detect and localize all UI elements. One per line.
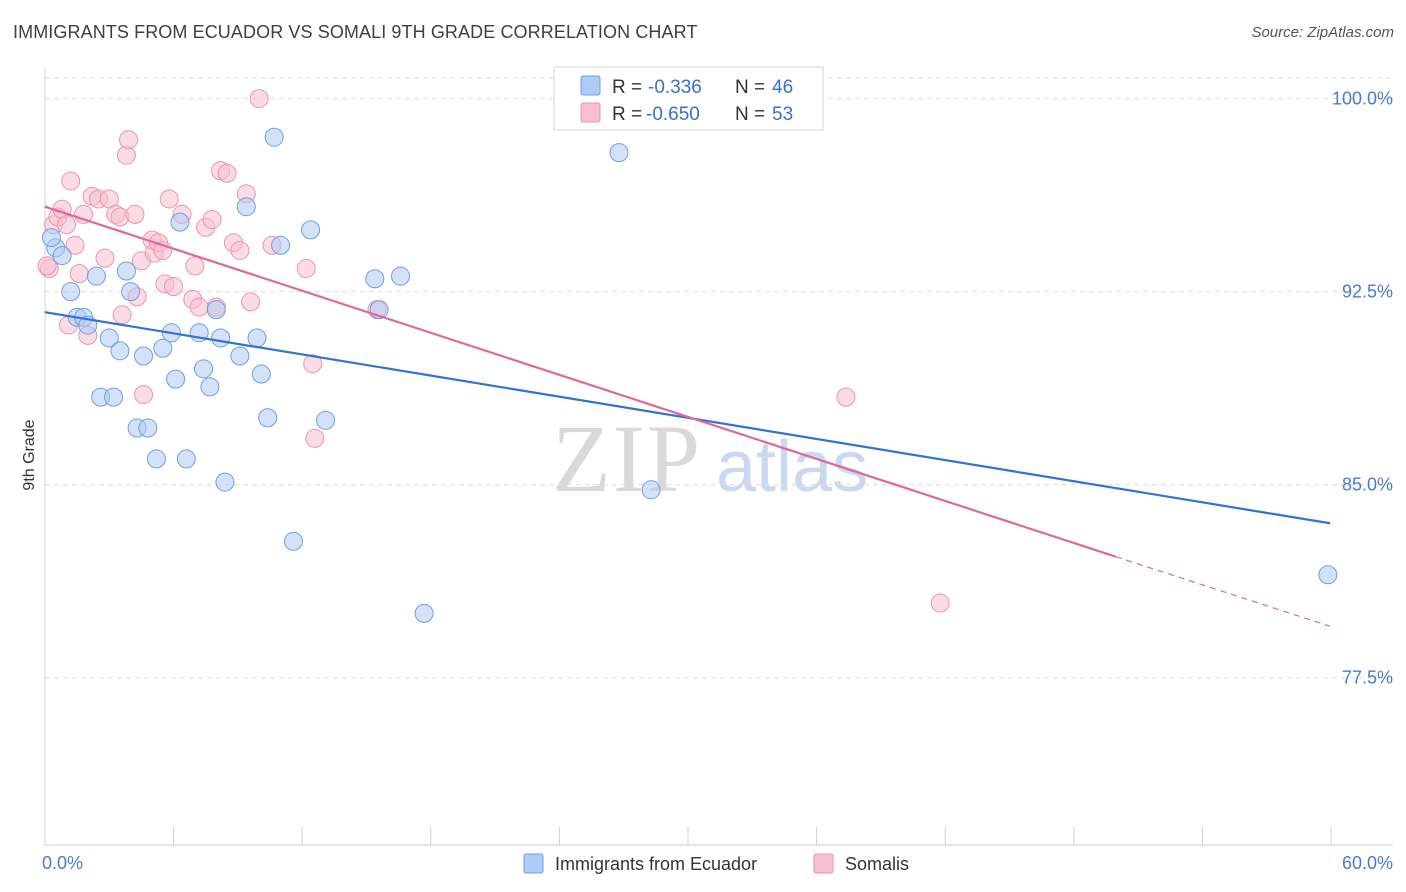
somali-point-50 bbox=[930, 593, 950, 613]
ecuador-point-27 bbox=[215, 472, 235, 492]
y-tick-label-2: 92.5% bbox=[1342, 282, 1393, 302]
somali-point-40 bbox=[230, 240, 250, 260]
legend-n-value-ecuador: 46 bbox=[772, 77, 793, 98]
gridlines bbox=[45, 77, 1390, 679]
ecuador-point-31 bbox=[251, 364, 271, 384]
somali-points bbox=[37, 89, 950, 613]
ecuador-point-25 bbox=[206, 300, 226, 320]
legend-n-label-somali: N = bbox=[735, 104, 765, 125]
bottom-legend-label-ecuador: Immigrants from Ecuador bbox=[555, 854, 757, 874]
axes bbox=[44, 68, 1393, 846]
bottom-legend-swatch-somali bbox=[813, 853, 834, 874]
ecuador-point-42 bbox=[609, 143, 629, 163]
legend-swatch-ecuador bbox=[580, 75, 601, 96]
bottom-legend: Immigrants from Ecuador Somalis bbox=[523, 853, 909, 874]
ecuador-point-33 bbox=[264, 127, 284, 147]
somali-point-12 bbox=[95, 248, 115, 268]
ecuador-point-14 bbox=[138, 418, 158, 438]
somali-point-49 bbox=[836, 387, 856, 407]
ecuador-point-37 bbox=[316, 410, 336, 430]
legend-r-value-ecuador: -0.336 bbox=[648, 77, 702, 98]
ecuador-point-34 bbox=[271, 235, 291, 255]
ecuador-point-10 bbox=[110, 341, 130, 361]
y-tick-labels: 77.5% 85.0% 92.5% 100.0% bbox=[1332, 89, 1393, 688]
somali-point-16 bbox=[112, 305, 132, 325]
somali-point-29 bbox=[164, 276, 183, 296]
somali-point-19 bbox=[125, 204, 145, 224]
ecuador-point-15 bbox=[134, 346, 154, 366]
ecuador-point-45 bbox=[41, 228, 61, 248]
ecuador-point-24 bbox=[200, 377, 220, 397]
ecuador-point-2 bbox=[61, 282, 81, 302]
ecuador-point-38 bbox=[365, 269, 385, 289]
y-axis-label: 9th Grade bbox=[21, 419, 38, 490]
legend-box: R = -0.336 N = 46 R = -0.650 N = 53 bbox=[553, 66, 824, 131]
ecuador-point-1 bbox=[52, 246, 72, 266]
ecuador-point-12 bbox=[121, 282, 141, 302]
x-tick-label-max: 60.0% bbox=[1342, 853, 1393, 873]
legend-n-value-somali: 53 bbox=[772, 104, 793, 125]
trend-lines bbox=[44, 205, 1331, 627]
ecuador-point-28 bbox=[230, 346, 250, 366]
y-tick-label-3: 100.0% bbox=[1332, 89, 1393, 109]
bottom-legend-label-somali: Somalis bbox=[845, 854, 909, 874]
ecuador-point-29 bbox=[236, 197, 256, 217]
chart-title: IMMIGRANTS FROM ECUADOR VS SOMALI 9TH GR… bbox=[13, 22, 698, 42]
watermark-atlas: atlas bbox=[716, 427, 868, 507]
ecuador-point-26 bbox=[211, 328, 231, 348]
somali-point-18 bbox=[119, 130, 139, 150]
somali-point-45 bbox=[296, 258, 316, 278]
ecuador-point-8 bbox=[99, 328, 119, 348]
somali-point-35 bbox=[202, 210, 222, 230]
somali-point-33 bbox=[189, 297, 209, 317]
ecuador-point-19 bbox=[166, 369, 186, 389]
ecuador-points bbox=[41, 127, 1338, 623]
somali-trend-line bbox=[44, 205, 1117, 558]
ecuador-point-21 bbox=[176, 449, 196, 469]
legend-r-value-somali: -0.650 bbox=[646, 104, 700, 125]
somali-point-6 bbox=[65, 235, 85, 255]
ecuador-point-43 bbox=[641, 480, 661, 500]
ecuador-point-32 bbox=[258, 408, 278, 428]
ecuador-point-9 bbox=[104, 387, 124, 407]
somali-point-43 bbox=[249, 89, 269, 109]
ecuador-point-11 bbox=[116, 261, 136, 281]
x-tick-label-min: 0.0% bbox=[42, 853, 83, 873]
somali-trend-extension bbox=[1115, 556, 1331, 627]
ecuador-point-30 bbox=[247, 328, 267, 348]
somali-point-32 bbox=[185, 256, 205, 276]
ecuador-point-40 bbox=[391, 266, 411, 286]
ecuador-point-23 bbox=[193, 359, 213, 379]
ecuador-point-16 bbox=[146, 449, 166, 469]
ecuador-point-36 bbox=[301, 220, 321, 240]
legend-swatch-somali bbox=[580, 102, 601, 123]
legend-n-label-ecuador: N = bbox=[735, 77, 765, 98]
somali-point-47 bbox=[305, 428, 325, 448]
legend-r-label-somali: R = bbox=[612, 104, 642, 125]
ecuador-point-6 bbox=[86, 266, 106, 286]
bottom-legend-swatch-ecuador bbox=[523, 853, 544, 874]
somali-point-28 bbox=[159, 189, 179, 209]
somali-point-38 bbox=[217, 163, 237, 183]
somali-point-22 bbox=[134, 385, 154, 405]
ecuador-point-35 bbox=[283, 531, 303, 551]
somali-point-5 bbox=[61, 171, 81, 191]
ecuador-point-41 bbox=[414, 603, 434, 623]
legend-r-label-ecuador: R = bbox=[612, 77, 642, 98]
somali-point-4 bbox=[56, 215, 76, 235]
ecuador-point-44 bbox=[1318, 565, 1338, 585]
somali-point-51 bbox=[37, 256, 57, 276]
watermark-zip: ZIP bbox=[552, 405, 702, 512]
somali-point-46 bbox=[303, 354, 323, 374]
ecuador-point-17 bbox=[153, 338, 173, 358]
source-credit: Source: ZipAtlas.com bbox=[1251, 24, 1394, 41]
y-tick-label-0: 77.5% bbox=[1342, 668, 1393, 688]
y-tick-label-1: 85.0% bbox=[1342, 475, 1393, 495]
ecuador-point-20 bbox=[170, 212, 190, 232]
somali-point-7 bbox=[69, 264, 89, 284]
somali-point-42 bbox=[241, 292, 261, 312]
